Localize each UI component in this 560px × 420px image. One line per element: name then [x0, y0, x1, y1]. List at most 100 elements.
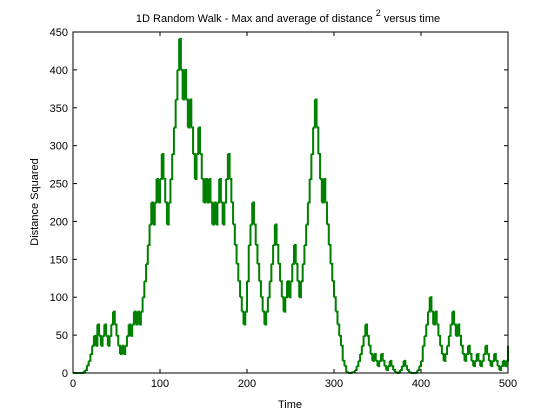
x-tick-label: 500 — [499, 378, 517, 390]
series-step — [198, 126, 202, 154]
series-step — [121, 344, 125, 355]
series-step — [222, 202, 226, 226]
series-step — [206, 179, 210, 204]
series-step — [438, 334, 442, 346]
y-tick-label: 50 — [56, 330, 68, 342]
series-step — [441, 353, 445, 361]
y-tick-label: 200 — [50, 216, 68, 228]
series-step — [135, 311, 139, 326]
series-step — [241, 310, 245, 325]
series-step — [140, 297, 144, 313]
chart-title-suffix: versus time — [384, 13, 440, 25]
series-step — [132, 311, 135, 326]
series-step — [250, 202, 254, 226]
series-step — [255, 243, 259, 264]
series-line — [73, 37, 509, 374]
series-step — [104, 323, 108, 336]
series-step — [234, 243, 238, 264]
x-tick-label: 300 — [325, 378, 343, 390]
series-step — [165, 201, 168, 225]
series-step — [217, 179, 221, 204]
series-step — [434, 310, 438, 325]
series-layer — [73, 37, 509, 374]
series-step — [299, 281, 302, 299]
series-step — [380, 353, 384, 361]
series-step — [260, 296, 264, 312]
series-step — [447, 335, 450, 347]
series-step — [243, 311, 247, 326]
series-step — [227, 153, 231, 180]
series-step — [314, 98, 318, 128]
chart-title-main: 1D Random Walk - Max and average of dist… — [136, 13, 373, 25]
series-step — [97, 323, 101, 336]
series-step — [304, 224, 308, 246]
series-step — [86, 360, 90, 367]
series-step — [433, 311, 436, 326]
series-step — [281, 296, 285, 312]
series-step — [274, 223, 278, 245]
series-step — [262, 310, 266, 325]
series-step — [196, 127, 200, 155]
series-step — [440, 344, 443, 355]
series-step — [290, 263, 294, 283]
series-step — [116, 334, 120, 346]
series-step — [172, 127, 175, 155]
series-step — [253, 223, 257, 245]
series-step — [213, 201, 217, 225]
series-step — [147, 224, 151, 246]
series-step — [473, 360, 476, 368]
series-step — [240, 296, 243, 312]
series-step — [215, 202, 219, 226]
series-step — [146, 244, 149, 265]
series-step — [264, 311, 268, 326]
series-step — [462, 353, 466, 361]
series-step — [467, 344, 471, 355]
series-step — [474, 354, 478, 362]
series-step — [175, 69, 179, 101]
chart-title-superscript: 2 — [376, 8, 381, 18]
x-tick-label: 400 — [412, 378, 430, 390]
series-step — [379, 354, 382, 362]
series-step — [487, 353, 490, 361]
series-step — [455, 324, 459, 337]
y-tick-label: 350 — [50, 103, 68, 115]
series-step — [297, 280, 301, 298]
series-step — [224, 179, 228, 204]
series-step — [226, 154, 229, 181]
series-step — [170, 154, 174, 181]
series-step — [128, 323, 132, 336]
series-step — [499, 366, 503, 371]
series-step — [287, 280, 290, 298]
series-step — [186, 98, 189, 128]
series-step — [203, 179, 207, 204]
series-step — [285, 281, 289, 299]
series-step — [320, 178, 323, 203]
series-step — [293, 243, 297, 264]
series-step — [276, 243, 280, 264]
x-axis-label: Time — [278, 399, 302, 411]
series-step — [344, 365, 348, 373]
series-step — [233, 223, 236, 245]
y-tick-label: 150 — [50, 254, 68, 266]
series-step — [158, 179, 161, 204]
series-step — [501, 360, 504, 368]
series-step — [292, 244, 295, 265]
series-step — [238, 280, 242, 298]
series-step — [424, 324, 428, 337]
series-step — [300, 263, 304, 283]
series-step — [419, 360, 422, 368]
series-step — [457, 323, 461, 336]
series-step — [119, 345, 123, 356]
series-step — [372, 354, 376, 362]
series-step — [327, 223, 330, 245]
series-step — [370, 353, 374, 361]
series-step — [325, 201, 329, 225]
series-step — [201, 178, 205, 203]
y-tick-label: 300 — [50, 141, 68, 153]
series-step — [106, 334, 109, 346]
series-step — [386, 366, 389, 371]
series-step — [384, 365, 388, 370]
series-step — [426, 311, 429, 326]
y-tick-label: 250 — [50, 179, 68, 191]
series-step — [340, 344, 344, 361]
